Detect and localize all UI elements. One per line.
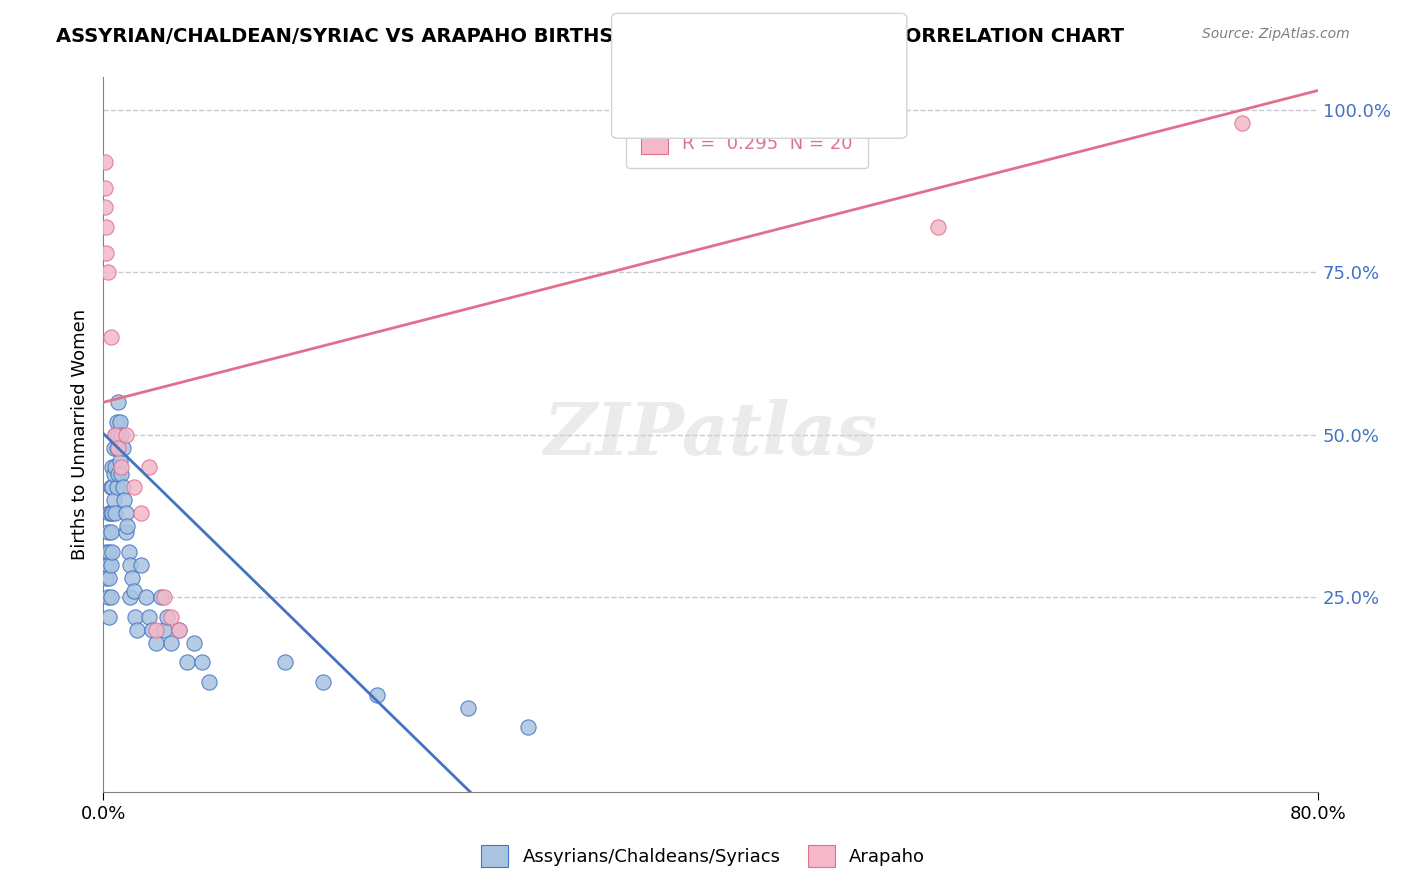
Point bbox=[110, 460, 132, 475]
Point bbox=[105, 480, 128, 494]
Point bbox=[122, 583, 145, 598]
Point bbox=[93, 201, 115, 215]
Point bbox=[121, 571, 143, 585]
Point bbox=[110, 428, 132, 442]
Point bbox=[145, 623, 167, 637]
Point bbox=[183, 636, 205, 650]
Point bbox=[115, 428, 138, 442]
Point bbox=[105, 441, 128, 455]
Point bbox=[115, 506, 138, 520]
Point bbox=[93, 558, 115, 572]
Point bbox=[160, 610, 183, 624]
Point bbox=[96, 571, 118, 585]
Point bbox=[198, 674, 221, 689]
Point bbox=[129, 558, 152, 572]
Point bbox=[97, 265, 120, 279]
Point bbox=[112, 492, 135, 507]
Point bbox=[111, 441, 134, 455]
Point bbox=[93, 155, 115, 169]
Point bbox=[366, 688, 388, 702]
Point bbox=[100, 506, 122, 520]
Point bbox=[103, 467, 125, 481]
Point bbox=[149, 591, 172, 605]
Point bbox=[138, 460, 160, 475]
Point bbox=[129, 506, 152, 520]
Point bbox=[104, 506, 127, 520]
Point bbox=[103, 441, 125, 455]
Point bbox=[103, 492, 125, 507]
Point bbox=[141, 623, 163, 637]
Point bbox=[156, 610, 179, 624]
Point bbox=[191, 656, 214, 670]
Point bbox=[138, 610, 160, 624]
Point bbox=[101, 480, 124, 494]
Point bbox=[98, 545, 121, 559]
Point bbox=[101, 506, 124, 520]
Point bbox=[111, 480, 134, 494]
Point bbox=[107, 441, 129, 455]
Point bbox=[100, 480, 122, 494]
Text: Source: ZipAtlas.com: Source: ZipAtlas.com bbox=[1202, 27, 1350, 41]
Point bbox=[107, 428, 129, 442]
Point bbox=[104, 428, 127, 442]
Point bbox=[100, 558, 122, 572]
Point bbox=[100, 591, 122, 605]
Point bbox=[98, 571, 121, 585]
Legend: R = -0.389  N = 67, R =  0.295  N = 20: R = -0.389 N = 67, R = 0.295 N = 20 bbox=[626, 87, 868, 169]
Point bbox=[96, 219, 118, 234]
Point bbox=[145, 636, 167, 650]
Point bbox=[115, 525, 138, 540]
Point bbox=[101, 460, 124, 475]
Point bbox=[135, 591, 157, 605]
Point bbox=[153, 591, 176, 605]
Point bbox=[104, 460, 127, 475]
Point bbox=[176, 656, 198, 670]
Text: ZIPatlas: ZIPatlas bbox=[544, 400, 877, 470]
Point bbox=[96, 246, 118, 260]
Point bbox=[517, 720, 540, 734]
Point bbox=[100, 525, 122, 540]
Point bbox=[118, 545, 141, 559]
Point bbox=[98, 610, 121, 624]
Point bbox=[117, 519, 139, 533]
Point bbox=[101, 545, 124, 559]
Point bbox=[110, 467, 132, 481]
Legend: Assyrians/Chaldeans/Syriacs, Arapaho: Assyrians/Chaldeans/Syriacs, Arapaho bbox=[474, 838, 932, 874]
Text: ASSYRIAN/CHALDEAN/SYRIAC VS ARAPAHO BIRTHS TO UNMARRIED WOMEN CORRELATION CHART: ASSYRIAN/CHALDEAN/SYRIAC VS ARAPAHO BIRT… bbox=[56, 27, 1125, 45]
Point bbox=[153, 623, 176, 637]
Point bbox=[97, 558, 120, 572]
Point bbox=[108, 454, 131, 468]
Point bbox=[105, 415, 128, 429]
Point bbox=[107, 395, 129, 409]
Point bbox=[96, 545, 118, 559]
Point bbox=[124, 610, 146, 624]
Point bbox=[160, 636, 183, 650]
Point bbox=[125, 623, 148, 637]
Point bbox=[98, 506, 121, 520]
Point bbox=[97, 591, 120, 605]
Point bbox=[107, 467, 129, 481]
Y-axis label: Births to Unmarried Women: Births to Unmarried Women bbox=[72, 310, 89, 560]
Point bbox=[274, 656, 297, 670]
Point bbox=[927, 219, 949, 234]
Point bbox=[457, 701, 479, 715]
Point bbox=[108, 415, 131, 429]
Point bbox=[167, 623, 190, 637]
Point bbox=[120, 591, 142, 605]
Point bbox=[1230, 116, 1253, 130]
Point bbox=[97, 525, 120, 540]
Point bbox=[104, 428, 127, 442]
Point bbox=[312, 674, 335, 689]
Point bbox=[167, 623, 190, 637]
Point bbox=[122, 480, 145, 494]
Point bbox=[93, 181, 115, 195]
Point bbox=[120, 558, 142, 572]
Point bbox=[100, 330, 122, 344]
